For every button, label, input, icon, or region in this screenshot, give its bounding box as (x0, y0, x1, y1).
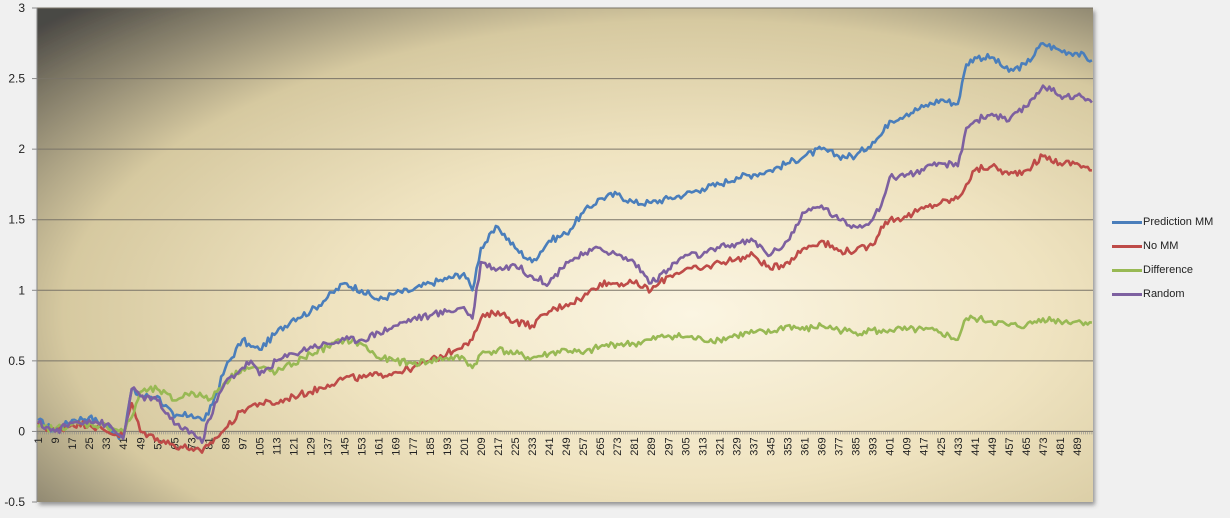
x-tick-label: 169 (391, 437, 403, 455)
plot-area (37, 8, 1093, 502)
x-tick-label: 161 (374, 437, 386, 455)
y-tick-label: 1.5 (8, 213, 25, 227)
legend-label: Difference (1143, 264, 1193, 276)
x-tick-label: 241 (544, 437, 556, 455)
x-tick-label: 457 (1004, 437, 1016, 455)
x-tick-label: 153 (357, 437, 369, 455)
x-tick-label: 281 (629, 437, 641, 455)
y-tick-label: 1 (18, 283, 25, 297)
x-tick-label: 97 (237, 437, 249, 449)
x-tick-label: 449 (987, 437, 999, 455)
x-tick-label: 305 (680, 437, 692, 455)
x-tick-label: 145 (340, 437, 352, 455)
x-tick-label: 321 (714, 437, 726, 455)
x-axis: 1 9 17 25 33 41 49 57 65 73 81 89 97 105 113 121 129 137 1… (33, 430, 1093, 456)
x-tick-label: 345 (765, 437, 777, 455)
y-tick-label: 0 (18, 424, 25, 438)
x-tick-label: 137 (323, 437, 335, 455)
x-tick-label: 441 (970, 437, 982, 455)
x-tick-label: 89 (220, 437, 232, 449)
legend: Prediction MM No MM Difference Random (1112, 210, 1230, 306)
x-tick-label: 313 (697, 437, 709, 455)
legend-item-prediction-mm: Prediction MM (1112, 210, 1230, 234)
x-tick-label: 201 (459, 437, 471, 455)
y-tick-label: 2 (18, 142, 25, 156)
legend-swatch-icon (1112, 292, 1142, 296)
legend-item-random: Random (1112, 282, 1230, 306)
x-tick-label: 33 (101, 437, 113, 449)
x-tick-label: 65 (169, 437, 181, 449)
x-tick-label: 417 (919, 437, 931, 455)
x-tick-label: 273 (612, 437, 624, 455)
x-tick-label: 225 (510, 437, 522, 455)
x-tick-label: 465 (1021, 437, 1033, 455)
x-tick-label: 193 (442, 437, 454, 455)
x-tick-label: 377 (834, 437, 846, 455)
x-tick-label: 25 (84, 437, 96, 449)
x-tick-label: 265 (595, 437, 607, 455)
x-tick-label: 105 (254, 437, 266, 455)
x-tick-label: 217 (493, 437, 505, 455)
x-tick-label: 393 (868, 437, 880, 455)
x-tick-label: 401 (885, 437, 897, 455)
x-tick-label: 9 (50, 437, 62, 443)
x-tick-label: 209 (476, 437, 488, 455)
x-tick-label: 385 (851, 437, 863, 455)
y-tick-label: 2.5 (8, 72, 25, 86)
y-axis: -0.5 0 0.5 1 1.5 2 2.5 3 (4, 1, 38, 509)
series-line-difference (37, 314, 1093, 433)
x-tick-label: 17 (67, 437, 79, 449)
y-tick-label: 0.5 (8, 354, 25, 368)
x-tick-label: 1 (33, 437, 45, 443)
x-tick-label: 177 (408, 437, 420, 455)
legend-label: Random (1143, 288, 1185, 300)
legend-label: Prediction MM (1143, 216, 1214, 228)
x-tick-label: 433 (953, 437, 965, 455)
x-tick-label: 473 (1038, 437, 1050, 455)
y-tick-label: 3 (18, 1, 25, 15)
series-lines (37, 41, 1093, 454)
y-tick-label: -0.5 (4, 495, 25, 509)
x-tick-label: 409 (902, 437, 914, 455)
x-tick-label: 425 (936, 437, 948, 455)
legend-swatch-icon (1112, 268, 1142, 272)
x-tick-label: 233 (527, 437, 539, 455)
legend-swatch-icon (1112, 220, 1142, 224)
legend-item-difference: Difference (1112, 258, 1230, 282)
x-tick-label: 289 (646, 437, 658, 455)
x-tick-label: 249 (561, 437, 573, 455)
x-tick-label: 73 (186, 437, 198, 449)
legend-label: No MM (1143, 240, 1179, 252)
legend-item-no-mm: No MM (1112, 234, 1230, 258)
x-tick-label: 257 (578, 437, 590, 455)
x-tick-label: 113 (272, 437, 284, 455)
x-tick-label: 489 (1072, 437, 1084, 455)
x-tick-label: 337 (748, 437, 760, 455)
x-tick-label: 49 (135, 437, 147, 449)
x-tick-label: 129 (306, 437, 318, 455)
series-line-prediction-mm (37, 41, 1093, 440)
x-tick-label: 361 (800, 437, 812, 455)
gridlines (37, 7, 1093, 362)
x-tick-label: 481 (1055, 437, 1067, 455)
x-tick-label: 297 (663, 437, 675, 455)
series-line-no-mm (37, 153, 1092, 454)
x-tick-label: 369 (817, 437, 829, 455)
legend-swatch-icon (1112, 244, 1142, 248)
x-tick-label: 41 (118, 437, 130, 449)
x-tick-label: 185 (425, 437, 437, 455)
x-tick-label: 329 (731, 437, 743, 455)
series-line-random (37, 84, 1093, 445)
x-tick-label: 353 (782, 437, 794, 455)
x-tick-label: 121 (289, 437, 301, 455)
